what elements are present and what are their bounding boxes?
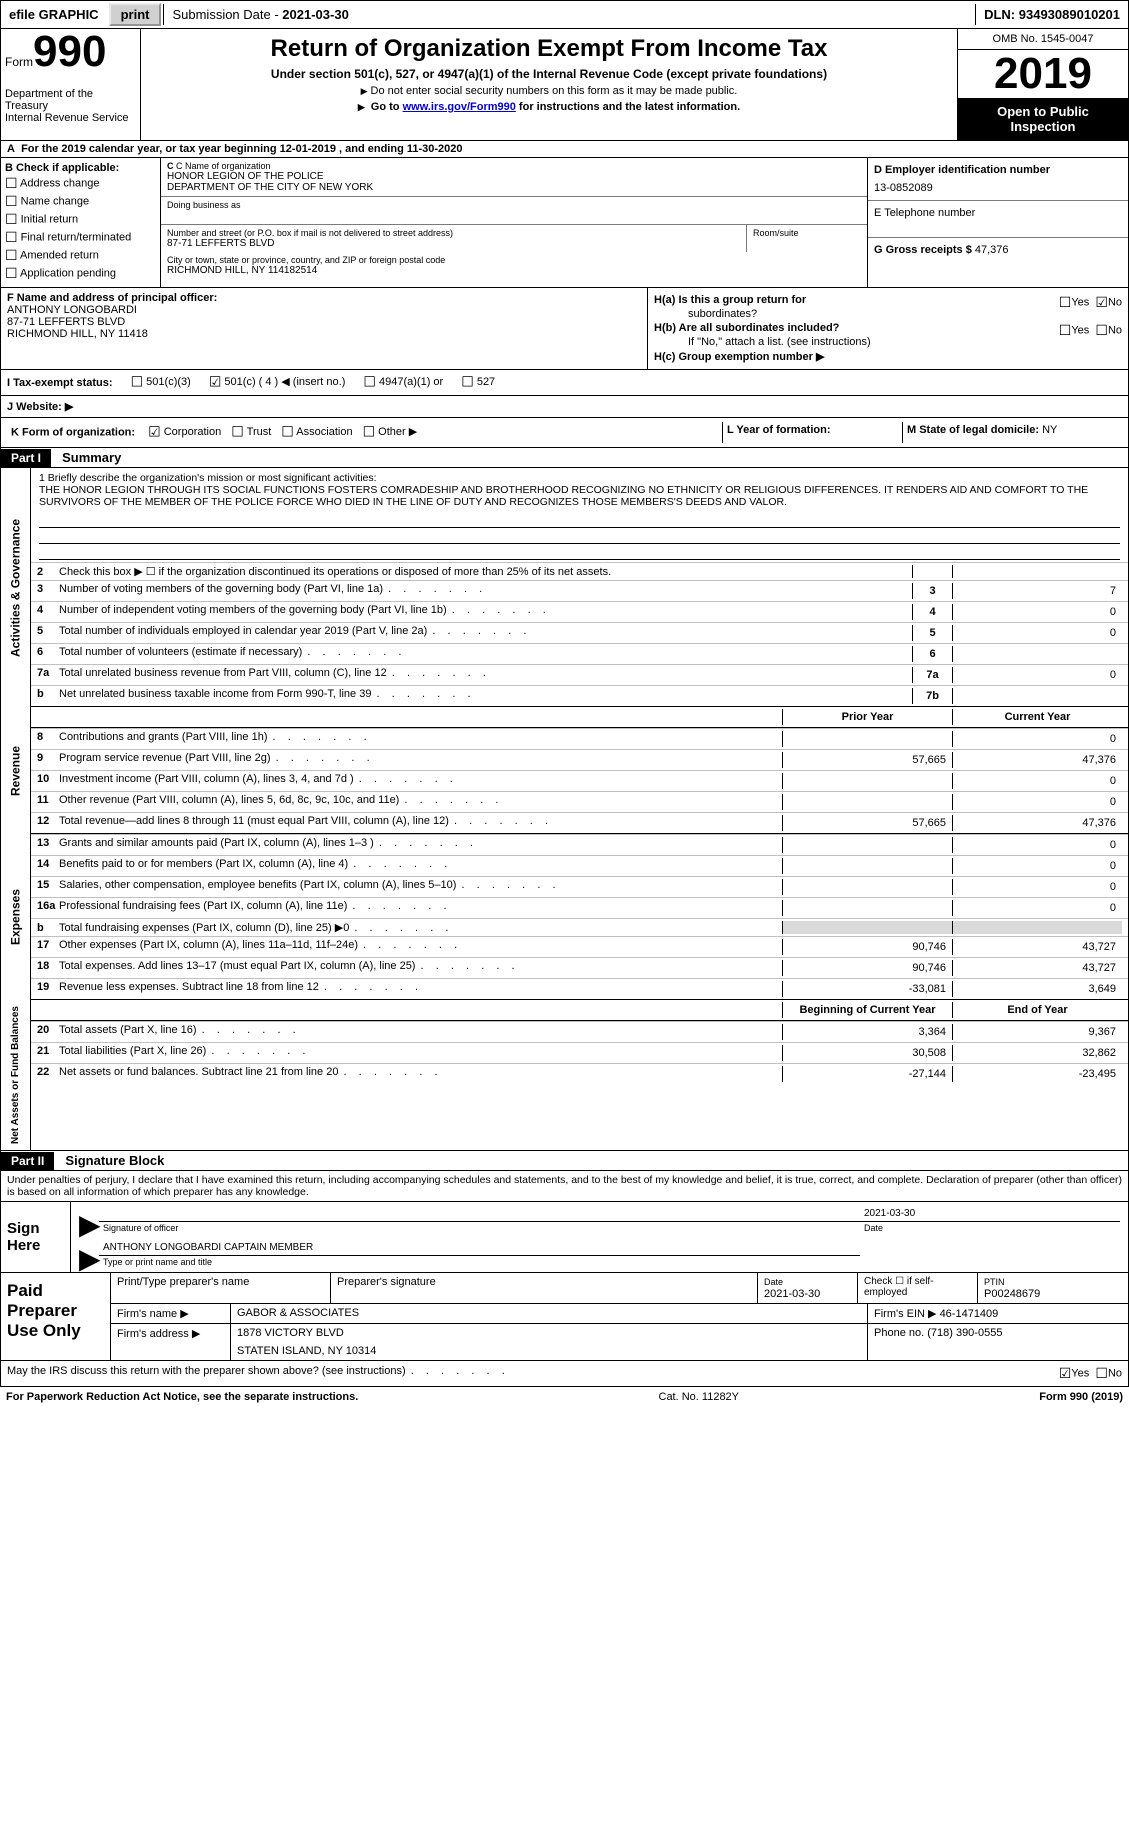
line-item: 8Contributions and grants (Part VIII, li… [31,728,1128,749]
checkbox-item[interactable]: ☐ Name change [5,193,156,210]
print-button[interactable]: print [109,3,162,26]
form-title-block: Return of Organization Exempt From Incom… [141,29,958,140]
tax-status-option[interactable]: ☐ 527 [461,376,495,388]
org-form-option[interactable]: ☐ Trust [231,426,271,438]
discuss-row: May the IRS discuss this return with the… [0,1361,1129,1387]
box-b: B Check if applicable: ☐ Address change☐… [1,158,161,287]
summary-table: Activities & Governance 1 Briefly descri… [0,468,1129,1151]
vlabel-governance: Activities & Governance [1,468,31,707]
line-item: 11Other revenue (Part VIII, column (A), … [31,791,1128,812]
line-item: 20Total assets (Part X, line 16)3,3649,3… [31,1021,1128,1042]
checkbox-item[interactable]: ☐ Initial return [5,211,156,228]
vlabel-expenses: Expenses [1,834,31,1000]
paid-preparer-block: Paid Preparer Use Only Print/Type prepar… [0,1273,1129,1361]
box-j: J Website: ▶ [0,396,1129,418]
dln: DLN: 93493089010201 [975,4,1128,25]
form-title: Return of Organization Exempt From Incom… [151,35,947,63]
org-form-option[interactable]: ☐ Other ▶ [363,426,418,438]
line-item: bNet unrelated business taxable income f… [31,685,1128,706]
line-item: 19Revenue less expenses. Subtract line 1… [31,978,1128,999]
vlabel-revenue: Revenue [1,707,31,834]
line-item: 5Total number of individuals employed in… [31,622,1128,643]
form-year-block: OMB No. 1545-0047 2019 Open to Public In… [958,29,1128,140]
footer: For Paperwork Reduction Act Notice, see … [0,1387,1129,1407]
box-f: F Name and address of principal officer:… [1,288,648,369]
sec-expenses: 13Grants and similar amounts paid (Part … [31,834,1128,1000]
tax-status-option[interactable]: ☑ 501(c) ( 4 ) ◀ (insert no.) [209,376,346,388]
sec-governance: 1 Briefly describe the organization's mi… [31,468,1128,707]
box-d-e-g: D Employer identification number 13-0852… [868,158,1128,287]
vlabel-netassets: Net Assets or Fund Balances [1,1000,31,1150]
form-id-block: Form990 Department of the Treasury Inter… [1,29,141,140]
box-h: H(a) Is this a group return for ☐Yes ☑No… [648,288,1128,369]
line-item: 21Total liabilities (Part X, line 26)30,… [31,1042,1128,1063]
efile-label: efile GRAPHIC [1,4,107,25]
line-item: 10Investment income (Part VIII, column (… [31,770,1128,791]
line-item: 15Salaries, other compensation, employee… [31,876,1128,897]
line-item: 22Net assets or fund balances. Subtract … [31,1063,1128,1084]
line-item: 16aProfessional fundraising fees (Part I… [31,897,1128,918]
checkbox-item[interactable]: ☐ Amended return [5,247,156,264]
tax-status-option[interactable]: ☐ 4947(a)(1) or [363,376,443,388]
checkbox-item[interactable]: ☐ Final return/terminated [5,229,156,246]
tax-status-option[interactable]: ☐ 501(c)(3) [131,376,191,388]
top-toolbar: efile GRAPHIC print Submission Date - 20… [0,0,1129,29]
checkbox-item[interactable]: ☐ Application pending [5,265,156,282]
officer-h-block: F Name and address of principal officer:… [0,288,1129,370]
sign-here-block: Sign Here ▶ Signature of officer 2021-03… [0,1202,1129,1273]
org-form-option[interactable]: ☑ Corporation [148,426,221,438]
declaration: Under penalties of perjury, I declare th… [0,1171,1129,1202]
line-item: 13Grants and similar amounts paid (Part … [31,834,1128,855]
tax-period: A For the 2019 calendar year, or tax yea… [0,141,1129,158]
part-ii-header: Part II Signature Block [0,1151,1129,1171]
box-c: C C Name of organization HONOR LEGION OF… [161,158,868,287]
line-item: 12Total revenue—add lines 8 through 11 (… [31,812,1128,833]
instructions-link[interactable]: www.irs.gov/Form990 [403,101,516,113]
line-item: 6Total number of volunteers (estimate if… [31,643,1128,664]
part-i-header: Part I Summary [0,448,1129,468]
sec-revenue: Prior Year Current Year 8Contributions a… [31,707,1128,834]
line-item: 4Number of independent voting members of… [31,601,1128,622]
box-i: I Tax-exempt status: ☐ 501(c)(3)☑ 501(c)… [0,370,1129,396]
line-item: 7aTotal unrelated business revenue from … [31,664,1128,685]
line-item: 14Benefits paid to or for members (Part … [31,855,1128,876]
form-header: Form990 Department of the Treasury Inter… [0,29,1129,141]
submission-date: Submission Date - 2021-03-30 [163,4,356,25]
line-item: 18Total expenses. Add lines 13–17 (must … [31,957,1128,978]
line-item: bTotal fundraising expenses (Part IX, co… [31,918,1128,936]
box-k-l-m: K Form of organization: ☑ Corporation☐ T… [0,418,1129,448]
line-item: 3Number of voting members of the governi… [31,580,1128,601]
line-item: 9Program service revenue (Part VIII, lin… [31,749,1128,770]
entity-block: B Check if applicable: ☐ Address change☐… [0,158,1129,288]
checkbox-item[interactable]: ☐ Address change [5,175,156,192]
org-form-option[interactable]: ☐ Association [281,426,352,438]
sec-netassets: Beginning of Current Year End of Year 20… [31,1000,1128,1150]
line-item: 17Other expenses (Part IX, column (A), l… [31,936,1128,957]
line-item: 2Check this box ▶ ☐ if the organization … [31,562,1128,580]
